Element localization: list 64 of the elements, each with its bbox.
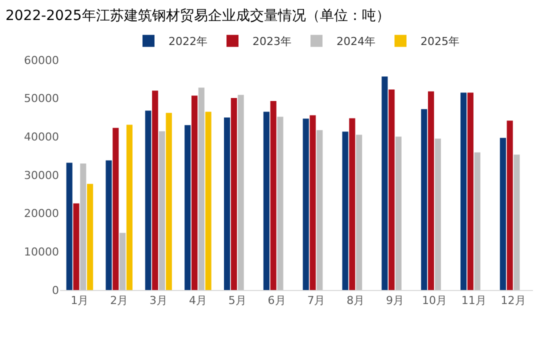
bar: [316, 130, 323, 290]
bar: [87, 184, 94, 290]
y-tick-label: 60000: [24, 54, 59, 67]
bar: [421, 109, 428, 290]
bar: [342, 132, 348, 290]
chart-title: 2022-2025年江苏建筑钢材贸易企业成交量情况（单位：吨）: [5, 8, 390, 24]
bar: [80, 164, 86, 290]
legend-label: 2022年: [168, 35, 208, 48]
bar: [126, 124, 133, 290]
x-tick-label: 2月: [110, 294, 128, 308]
x-tick-label: 12月: [500, 294, 526, 308]
bar: [152, 90, 158, 290]
bar: [263, 112, 270, 290]
bar: [460, 92, 467, 290]
bar: [238, 94, 244, 290]
bar: [382, 76, 388, 290]
y-tick-label: 0: [52, 284, 59, 297]
bar: [270, 101, 276, 290]
y-tick-label: 10000: [24, 246, 59, 259]
legend-label: 2024年: [336, 35, 376, 48]
bar: [349, 118, 356, 290]
y-tick-label: 20000: [24, 207, 59, 220]
bar: [506, 120, 513, 290]
bar: [434, 138, 441, 290]
bar: [198, 88, 204, 290]
bar: [356, 134, 362, 290]
bar: [112, 128, 119, 290]
bar: [158, 131, 166, 290]
y-tick-label: 40000: [24, 130, 59, 144]
legend-label: 2025年: [420, 35, 460, 48]
bar: [166, 112, 172, 290]
x-tick-label: 5月: [228, 294, 246, 308]
x-tick-label: 4月: [188, 294, 207, 308]
x-tick-label: 8月: [346, 294, 365, 308]
y-tick-label: 50000: [24, 92, 59, 106]
x-tick-label: 11月: [461, 294, 486, 308]
bar: [467, 92, 474, 290]
bar: [302, 118, 309, 290]
bar: [310, 115, 316, 290]
x-tick-label: 10月: [422, 294, 447, 308]
bar: [191, 96, 198, 290]
x-tick-label: 9月: [386, 294, 404, 308]
bar: [120, 232, 126, 290]
legend-label: 2023年: [252, 35, 292, 48]
bar: [230, 98, 237, 290]
bar: [474, 152, 480, 290]
bar: [514, 154, 520, 290]
bar: [500, 138, 506, 290]
x-tick-label: 1月: [70, 294, 89, 308]
bar: [145, 110, 152, 290]
bar: [73, 203, 80, 290]
bar: [277, 116, 284, 290]
bar: [224, 118, 230, 290]
y-tick-label: 30000: [24, 168, 59, 182]
bar: [205, 112, 212, 290]
x-tick-label: 3月: [150, 294, 168, 308]
x-tick-label: 7月: [307, 294, 326, 308]
x-tick-label: 6月: [268, 294, 286, 308]
bar: [428, 91, 434, 290]
bar: [184, 125, 191, 290]
bar: [66, 162, 72, 290]
bar: [388, 90, 395, 290]
bar: [106, 160, 112, 290]
bar: [395, 136, 402, 290]
